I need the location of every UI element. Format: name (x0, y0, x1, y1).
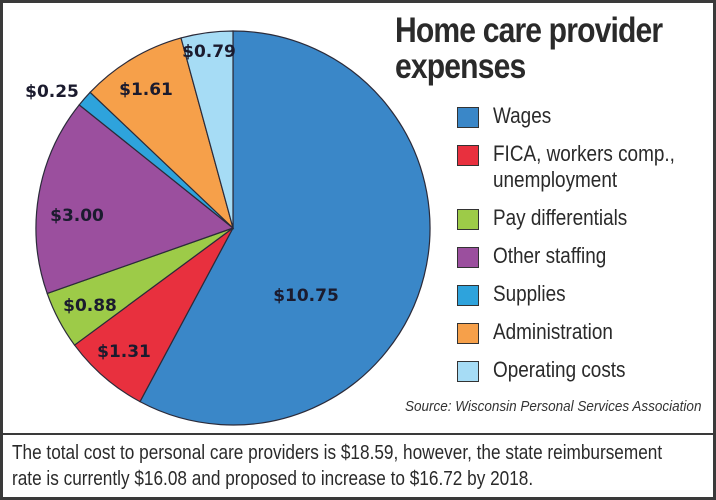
legend-label-line: FICA, workers comp., (493, 141, 675, 166)
footer-line-1: The total cost to personal care provider… (12, 442, 663, 464)
slice-value-label: $1.31 (97, 342, 151, 362)
legend-swatch (457, 107, 479, 128)
legend-item: Other staffing (457, 243, 704, 269)
legend: Wages FICA, workers comp., unemployment Pay… (457, 103, 704, 395)
legend-label: Wages (493, 103, 551, 129)
legend-swatch (457, 247, 479, 268)
legend-label-line: Pay differentials (493, 205, 628, 230)
slice-value-label: $0.79 (182, 42, 236, 62)
legend-swatch (457, 209, 479, 230)
legend-item: Supplies (457, 281, 704, 307)
source-note: Source: Wisconsin Personal Services Asso… (404, 398, 701, 415)
slice-value-label: $3.00 (50, 206, 104, 226)
slice-value-label: $0.25 (25, 82, 79, 102)
legend-label-line: Supplies (493, 281, 566, 306)
legend-swatch (457, 361, 479, 382)
pie-slice-operating-costs (180, 30, 234, 229)
pie-slice-wages (139, 30, 431, 426)
legend-label: Administration (493, 319, 613, 345)
footer-line-2: rate is currently $16.08 and proposed to… (12, 468, 534, 490)
slice-value-label: $10.75 (273, 286, 339, 306)
chart-title: Home care provider expenses (395, 11, 663, 86)
legend-item: Wages (457, 103, 704, 129)
pie-chart: $10.75 $1.31 $0.88 $3.00 $0.25 $1.61 $0.79 (25, 30, 431, 426)
legend-item: Operating costs (457, 357, 704, 383)
pie-slice-other-staffing (35, 104, 235, 295)
legend-swatch (457, 323, 479, 344)
legend-label: Other staffing (493, 243, 606, 269)
legend-item: FICA, workers comp., unemployment (457, 141, 704, 193)
footer-caption: The total cost to personal care provider… (3, 433, 713, 497)
legend-label: Pay differentials (493, 205, 627, 231)
slice-value-label: $0.88 (63, 296, 117, 316)
legend-label-line: unemployment (493, 167, 618, 192)
slice-value-label: $1.61 (119, 80, 173, 100)
legend-label-line: Operating costs (493, 357, 626, 382)
pie-slice-administration (89, 37, 235, 230)
legend-label: FICA, workers comp., unemployment (493, 141, 675, 193)
legend-label-line: Other staffing (493, 243, 607, 268)
legend-label-line: Wages (493, 103, 552, 128)
legend-label-line: Administration (493, 319, 613, 344)
legend-label: Operating costs (493, 357, 626, 383)
legend-label: Supplies (493, 281, 566, 307)
legend-item: Administration (457, 319, 704, 345)
legend-item: Pay differentials (457, 205, 704, 231)
legend-swatch (457, 145, 479, 166)
legend-swatch (457, 285, 479, 306)
